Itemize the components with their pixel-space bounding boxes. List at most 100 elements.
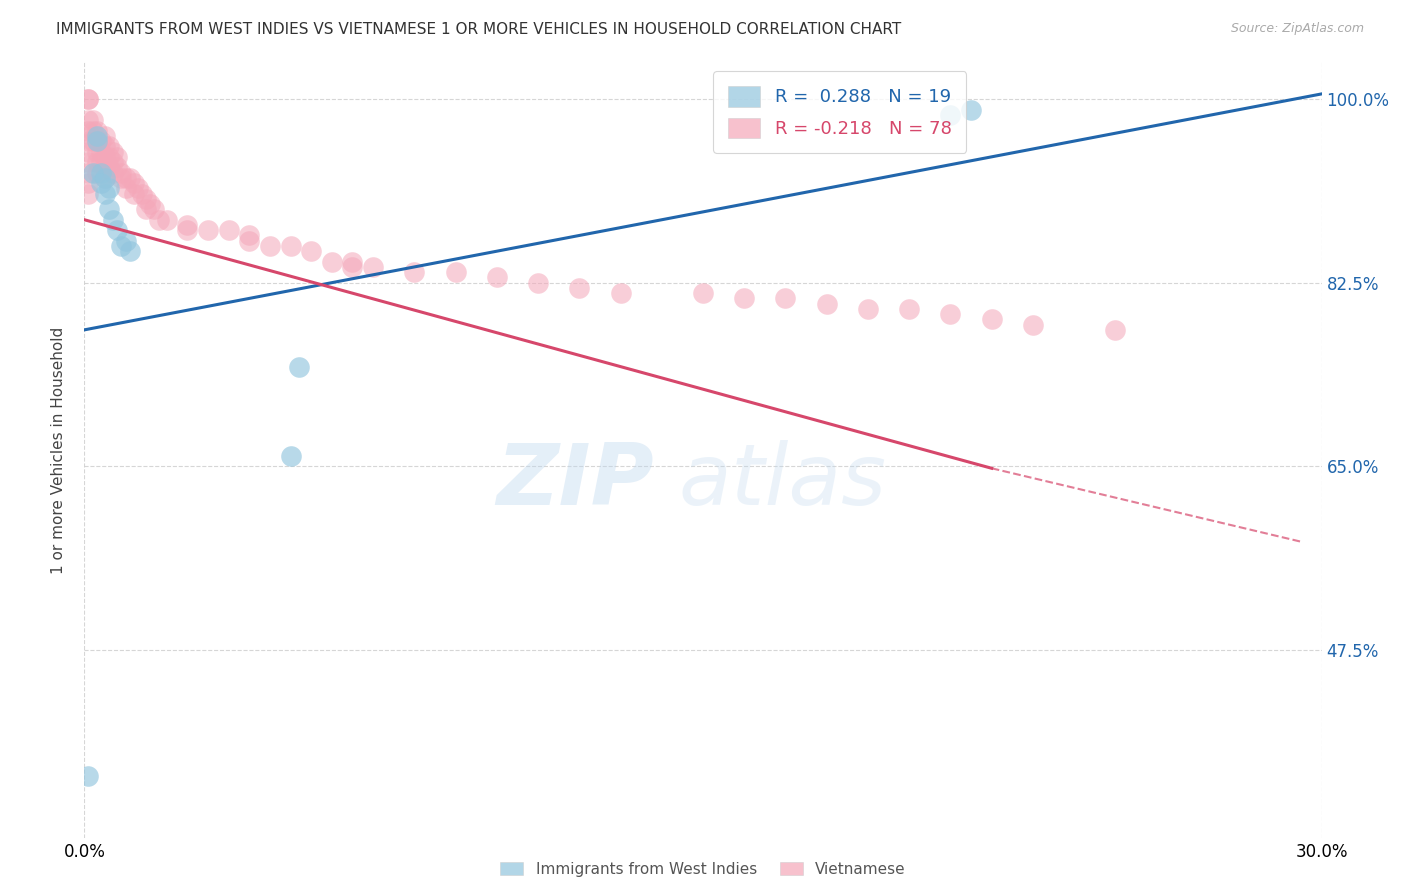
Point	[86, 134, 108, 148]
Point	[90, 155, 112, 169]
Text: ZIP: ZIP	[496, 440, 654, 523]
Point	[77, 134, 100, 148]
Point	[77, 176, 100, 190]
Point	[692, 286, 714, 301]
Point	[77, 165, 100, 179]
Point	[90, 145, 112, 159]
Point	[288, 359, 311, 374]
Point	[980, 312, 1002, 326]
Point	[98, 181, 121, 195]
Point	[98, 202, 121, 217]
Point	[105, 150, 128, 164]
Point	[103, 155, 125, 169]
Point	[259, 239, 281, 253]
Point	[342, 260, 364, 274]
Point	[361, 260, 384, 274]
Point	[77, 92, 100, 106]
Point	[114, 181, 136, 195]
Point	[86, 134, 108, 148]
Point	[77, 123, 100, 137]
Point	[94, 128, 117, 143]
Point	[176, 218, 198, 232]
Y-axis label: 1 or more Vehicles in Household: 1 or more Vehicles in Household	[51, 326, 66, 574]
Point	[898, 301, 921, 316]
Point	[105, 161, 128, 175]
Point	[143, 202, 166, 217]
Point	[218, 223, 240, 237]
Point	[148, 212, 170, 227]
Point	[94, 186, 117, 201]
Point	[82, 113, 104, 128]
Point	[82, 165, 104, 179]
Point	[103, 145, 125, 159]
Point	[1022, 318, 1045, 332]
Point	[568, 281, 591, 295]
Point	[94, 150, 117, 164]
Point	[444, 265, 467, 279]
Point	[105, 223, 128, 237]
Legend: R =  0.288   N = 19, R = -0.218   N = 78: R = 0.288 N = 19, R = -0.218 N = 78	[713, 71, 966, 153]
Point	[82, 134, 104, 148]
Point	[197, 223, 219, 237]
Point	[127, 181, 149, 195]
Point	[856, 301, 879, 316]
Point	[110, 239, 132, 253]
Point	[485, 270, 508, 285]
Point	[1104, 323, 1126, 337]
Point	[939, 307, 962, 321]
Point	[77, 92, 100, 106]
Point	[342, 254, 364, 268]
Point	[86, 165, 108, 179]
Point	[77, 145, 100, 159]
Point	[77, 768, 100, 782]
Point	[98, 161, 121, 175]
Point	[815, 296, 838, 310]
Point	[135, 192, 157, 206]
Point	[77, 186, 100, 201]
Point	[98, 150, 121, 164]
Point	[90, 134, 112, 148]
Point	[94, 170, 117, 185]
Point	[122, 176, 145, 190]
Point	[77, 113, 100, 128]
Point	[156, 212, 179, 227]
Point	[86, 145, 108, 159]
Point	[139, 197, 162, 211]
Point	[280, 449, 302, 463]
Point	[86, 128, 108, 143]
Point	[86, 155, 108, 169]
Point	[86, 123, 108, 137]
Point	[960, 103, 983, 117]
Point	[122, 186, 145, 201]
Point	[131, 186, 153, 201]
Point	[775, 292, 797, 306]
Point	[280, 239, 302, 253]
Point	[90, 176, 112, 190]
Point	[114, 234, 136, 248]
Point	[82, 123, 104, 137]
Point	[939, 108, 962, 122]
Point	[90, 165, 112, 179]
Point	[135, 202, 157, 217]
Point	[404, 265, 426, 279]
Point	[176, 223, 198, 237]
Point	[94, 161, 117, 175]
Point	[110, 165, 132, 179]
Text: atlas: atlas	[678, 440, 886, 523]
Point	[299, 244, 322, 259]
Text: IMMIGRANTS FROM WEST INDIES VS VIETNAMESE 1 OR MORE VEHICLES IN HOUSEHOLD CORREL: IMMIGRANTS FROM WEST INDIES VS VIETNAMES…	[56, 22, 901, 37]
Point	[77, 155, 100, 169]
Point	[238, 234, 260, 248]
Point	[98, 139, 121, 153]
Point	[94, 170, 117, 185]
Point	[609, 286, 631, 301]
Point	[103, 212, 125, 227]
Point	[321, 254, 343, 268]
Point	[110, 170, 132, 185]
Point	[94, 139, 117, 153]
Text: Source: ZipAtlas.com: Source: ZipAtlas.com	[1230, 22, 1364, 36]
Point	[238, 228, 260, 243]
Point	[103, 165, 125, 179]
Point	[114, 170, 136, 185]
Point	[118, 244, 141, 259]
